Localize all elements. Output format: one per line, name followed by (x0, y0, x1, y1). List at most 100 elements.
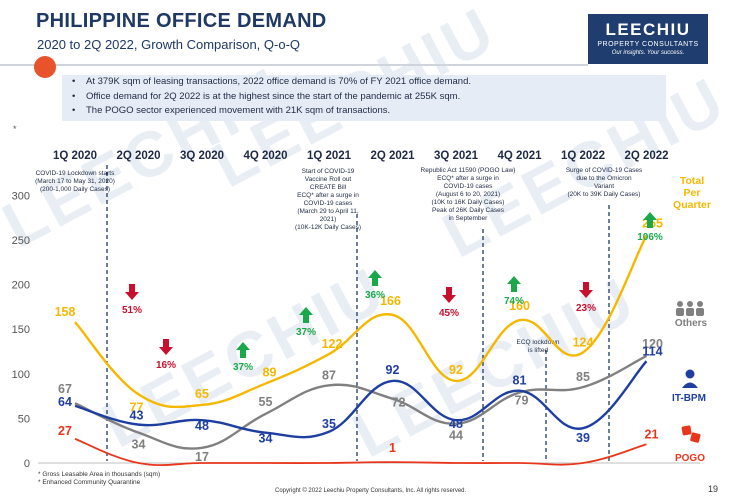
bullet-text: Office demand for 2Q 2022 is at the high… (86, 90, 461, 102)
bullet-text: The POGO sector experienced movement wit… (86, 105, 391, 116)
people-icon (676, 308, 684, 316)
page-subtitle: 2020 to 2Q 2022, Growth Comparison, Q-o-… (37, 37, 301, 52)
category-label: 1Q 2021 (307, 150, 352, 162)
growth-rate-label: 23% (576, 303, 596, 314)
category-label: 2Q 2020 (116, 150, 160, 162)
headset-icon (685, 369, 695, 379)
growth-arrow-up-icon (299, 307, 313, 323)
data-point-label: 55 (259, 395, 273, 409)
footnote-text: Gross Leasable Area in thousands (sqm) (42, 471, 161, 478)
data-point-label: 35 (322, 417, 336, 431)
people-icon (686, 308, 694, 316)
legend-total: Per (684, 187, 701, 199)
legend-others: Others (675, 318, 708, 329)
growth-arrow-up-icon (507, 276, 521, 292)
data-point-label: 160 (509, 299, 530, 313)
data-point-label: 124 (573, 335, 594, 349)
event-annotation: (10K to 16K Daily Cases) (432, 199, 505, 206)
growth-rate-label: 106% (637, 232, 663, 243)
y-tick-label: 100 (12, 369, 30, 381)
data-point-label: 34 (132, 438, 146, 452)
growth-arrow-up-icon (368, 270, 382, 286)
data-point-label: 27 (58, 424, 72, 438)
growth-rate-label: 36% (365, 290, 385, 301)
event-annotation: due to the Omicron (576, 175, 632, 182)
category-label: 1Q 2022 (561, 150, 605, 162)
legend-pogo: POGO (675, 453, 705, 464)
data-point-label: 89 (263, 366, 277, 380)
event-annotation: Start of COVID-19 (302, 168, 355, 175)
legend-total: Quarter (673, 199, 711, 211)
y-tick-label: 0 (24, 458, 30, 470)
logo-tagline: PROPERTY CONSULTANTS (597, 41, 699, 48)
accent-dot (34, 56, 56, 78)
event-annotation: COVID-19 Lockdown starts (36, 170, 116, 177)
category-label: 3Q 2021 (434, 150, 479, 162)
growth-rate-label: 16% (156, 360, 176, 371)
data-point-label: 92 (386, 363, 400, 377)
event-annotation: is lifted (528, 347, 549, 354)
event-annotation: CREATE Bill (310, 184, 347, 191)
people-icon (696, 308, 704, 316)
growth-arrow-down-icon (125, 284, 139, 300)
data-point-label: 1 (389, 441, 396, 455)
event-annotation: Republic Act 11590 (POGO Law) (421, 167, 516, 174)
y-tick-label: 250 (12, 235, 30, 247)
event-annotation: COVID-19 cases (304, 200, 354, 207)
bullet-item: At 379K sqm of leasing transactions, 202… (62, 75, 666, 90)
asterisk-marker: * (13, 124, 17, 134)
event-annotation: Peak of 26K Daily Cases (432, 207, 505, 214)
data-point-label: 81 (513, 374, 527, 388)
footnote-gla: * Gross Leasable Area in thousands (sqm) (38, 471, 161, 478)
data-point-label: 114 (642, 344, 662, 358)
itbpm-series-line (74, 360, 648, 439)
event-annotation: (10K-12K Daily Cases) (295, 224, 361, 231)
category-label: 1Q 2020 (53, 150, 97, 162)
people-icon (687, 301, 693, 307)
data-point-label: 65 (195, 387, 209, 401)
data-point-label: 48 (449, 417, 463, 431)
event-annotation: ECQ* after a surge in (297, 192, 359, 199)
event-annotation: Surge of COVID-19 Cases (566, 167, 643, 174)
company-logo: LEECHIU PROPERTY CONSULTANTS Our insight… (588, 14, 708, 64)
growth-arrow-down-icon (159, 339, 173, 355)
data-point-label: 122 (322, 337, 343, 351)
growth-arrow-up-icon (236, 342, 250, 358)
data-point-label: 21 (645, 427, 659, 441)
growth-arrow-down-icon (579, 282, 593, 298)
people-icon (677, 301, 683, 307)
header-divider (0, 64, 588, 66)
bullet-item: The POGO sector experienced movement wit… (62, 104, 666, 119)
data-point-label: 166 (380, 294, 401, 308)
dice-icon (690, 432, 701, 443)
total-series-line (74, 234, 648, 409)
y-tick-label: 150 (12, 324, 30, 336)
event-annotation: 2021) (320, 216, 337, 223)
data-point-label: 44 (449, 429, 463, 443)
data-point-label: 48 (195, 419, 209, 433)
data-point-label: 77 (130, 400, 144, 414)
copyright: Copyright © 2022 Leechiu Property Consul… (275, 488, 467, 494)
data-point-label: 34 (259, 432, 273, 446)
growth-rate-label: 51% (122, 305, 142, 316)
logo-slogan: Our insights. Your success. (611, 50, 685, 56)
page-number: 19 (708, 484, 719, 494)
growth-rate-label: 37% (233, 362, 253, 373)
event-annotation: Vaccine Roll out (305, 176, 352, 183)
event-annotation: ECQ lockdown (517, 339, 560, 346)
category-label: 4Q 2021 (497, 150, 542, 162)
y-tick-label: 200 (12, 280, 30, 292)
event-annotation: (March 17 to May 31, 2020) (35, 178, 115, 185)
data-point-label: 92 (449, 363, 463, 377)
data-point-label: 79 (515, 393, 529, 407)
event-annotation: ECQ* after a surge in (437, 175, 499, 182)
event-annotation: (20K to 39K Daily Cases) (568, 191, 641, 198)
y-tick-label: 50 (18, 413, 30, 425)
growth-rate-label: 74% (504, 296, 524, 307)
bullet-item: Office demand for 2Q 2022 is at the high… (62, 90, 666, 105)
data-point-label: 87 (322, 368, 336, 382)
data-point-label: 64 (58, 395, 72, 409)
growth-rate-label: 37% (296, 327, 316, 338)
logo-name: LEECHIU (605, 20, 691, 39)
dice-icon (681, 425, 692, 436)
